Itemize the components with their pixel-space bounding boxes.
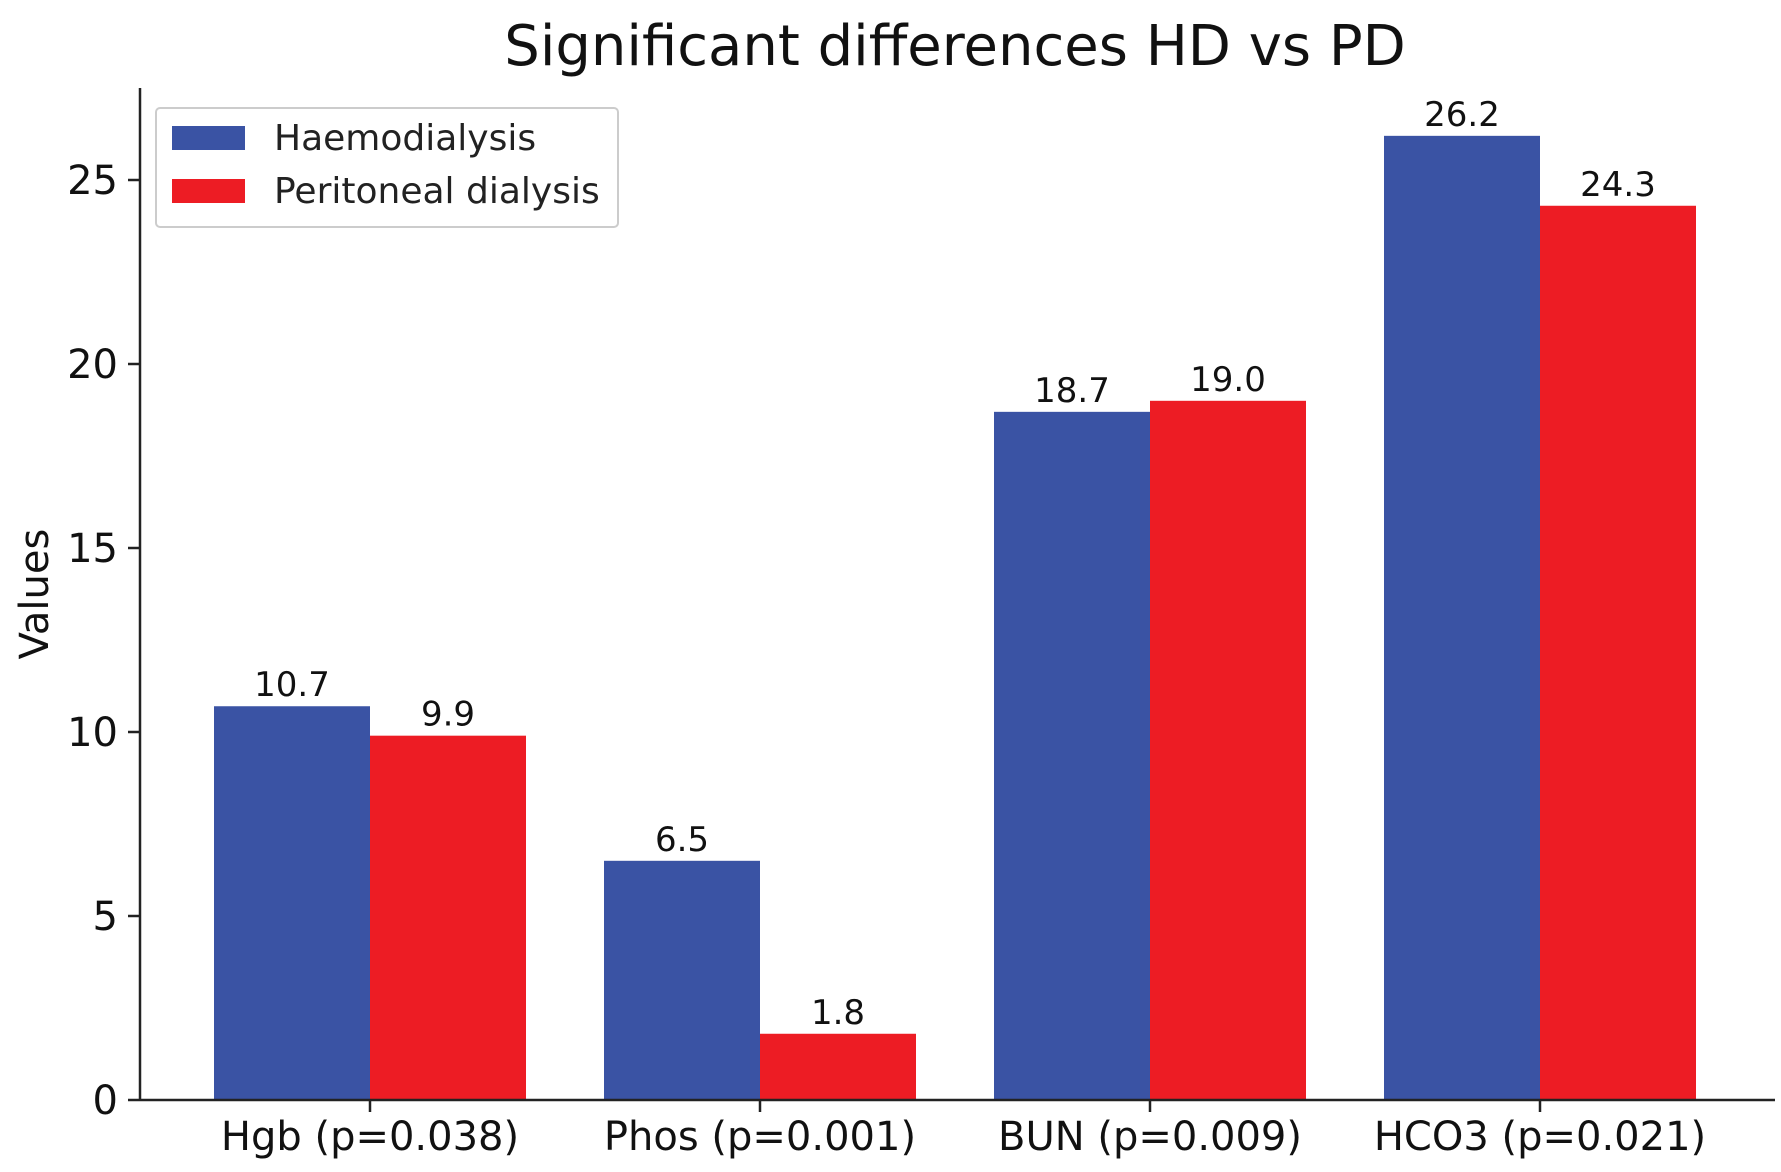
legend: Haemodialysis Peritoneal dialysis (155, 107, 619, 228)
x-tick-label-bun: BUN (p=0.009) (998, 1114, 1302, 1160)
bar-haemodialysis-hgb (214, 706, 370, 1100)
x-tick-label-hgb: Hgb (p=0.038) (221, 1114, 519, 1160)
data-label-peritoneal-dialysis-hco3: 24.3 (1580, 165, 1656, 205)
y-tick-label-25: 25 (67, 158, 118, 204)
bars-layer (214, 135, 1696, 1101)
bar-peritoneal-dialysis-hco3 (1540, 205, 1696, 1100)
bar-haemodialysis-hco3 (1384, 135, 1540, 1101)
bar-peritoneal-dialysis-bun (1150, 400, 1306, 1100)
legend-swatch-haemodialysis (172, 126, 245, 150)
legend-swatch-peritoneal-dialysis (172, 179, 245, 203)
legend-label-haemodialysis: Haemodialysis (274, 118, 536, 159)
y-tick-label-20: 20 (67, 342, 118, 388)
x-tick-label-hco3: HCO3 (p=0.021) (1374, 1114, 1706, 1160)
data-label-peritoneal-dialysis-phos: 1.8 (811, 993, 865, 1033)
x-tick-label-phos: Phos (p=0.001) (604, 1114, 916, 1160)
chart-title: Significant differences HD vs PD (504, 14, 1405, 79)
data-label-haemodialysis-bun: 18.7 (1034, 371, 1110, 411)
data-label-haemodialysis-hco3: 26.2 (1424, 95, 1500, 135)
data-label-peritoneal-dialysis-bun: 19.0 (1190, 360, 1266, 400)
legend-frame (155, 107, 619, 228)
axes-layer: 0 5 10 15 20 25 Hgb (p=0.038) Phos (p=0.001) BUN… (67, 88, 1775, 1160)
bar-peritoneal-dialysis-phos (760, 1033, 916, 1100)
bar-haemodialysis-phos (604, 860, 760, 1100)
y-tick-label-15: 15 (67, 526, 118, 572)
data-labels-layer: 10.7 9.9 6.5 1.8 18.7 19.0 26.2 24.3 (254, 95, 1656, 1033)
y-axis-label: Values (12, 529, 58, 660)
data-label-peritoneal-dialysis-hgb: 9.9 (421, 695, 475, 735)
data-label-haemodialysis-phos: 6.5 (655, 820, 709, 860)
legend-label-peritoneal-dialysis: Peritoneal dialysis (274, 171, 600, 212)
bar-haemodialysis-bun (994, 411, 1150, 1101)
data-label-haemodialysis-hgb: 10.7 (254, 665, 330, 705)
y-tick-label-10: 10 (67, 710, 118, 756)
y-tick-label-0: 0 (93, 1078, 118, 1124)
y-tick-label-5: 5 (93, 894, 118, 940)
bar-peritoneal-dialysis-hgb (370, 735, 526, 1100)
